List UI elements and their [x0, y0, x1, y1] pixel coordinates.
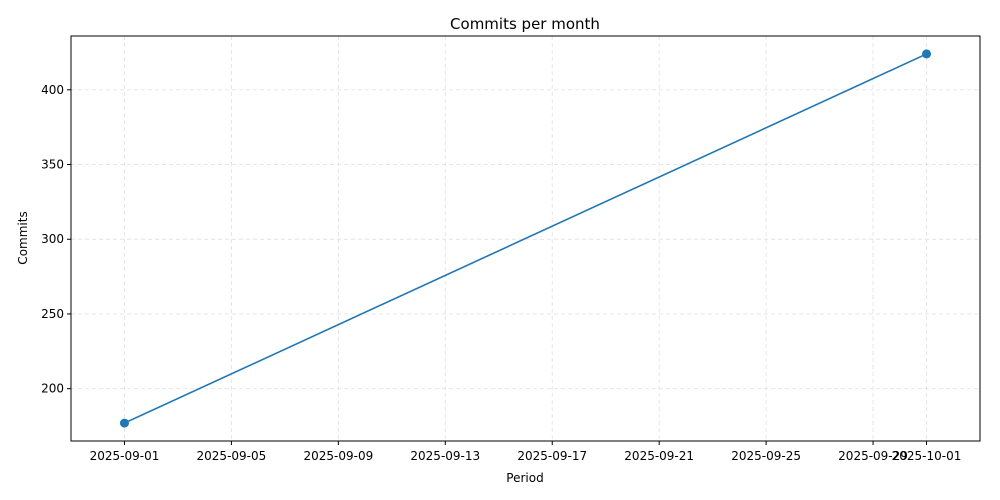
- x-tick-label: 2025-09-09: [303, 449, 373, 463]
- y-tick-label: 200: [41, 382, 64, 396]
- y-axis: 200 250 300 350 400: [41, 83, 71, 396]
- y-tick-label: 400: [41, 83, 64, 97]
- x-tick-label: 2025-09-29: [838, 449, 908, 463]
- chart-title: Commits per month: [450, 15, 600, 33]
- x-tick-label: 2025-09-25: [731, 449, 801, 463]
- series-layer: [119, 49, 932, 428]
- y-tick-label: 300: [41, 232, 64, 246]
- x-tick-label: 2025-09-21: [624, 449, 694, 463]
- plot-frame: [70, 35, 981, 442]
- x-tick-label: 2025-09-13: [410, 449, 480, 463]
- x-tick-label: 2025-09-01: [90, 449, 160, 463]
- x-tick-label: 2025-10-01: [892, 449, 962, 463]
- y-tick-label: 350: [41, 158, 64, 172]
- data-point: [119, 418, 129, 428]
- x-axis-label: Period: [506, 471, 543, 485]
- x-axis: 2025-09-01 2025-09-05 2025-09-09 2025-09-13…: [90, 441, 962, 463]
- data-point: [922, 49, 932, 59]
- x-tick-label: 2025-09-05: [197, 449, 267, 463]
- y-tick-label: 250: [41, 307, 64, 321]
- series-line: [124, 53, 927, 424]
- x-tick-label: 2025-09-17: [517, 449, 587, 463]
- y-axis-label: Commits: [16, 211, 30, 264]
